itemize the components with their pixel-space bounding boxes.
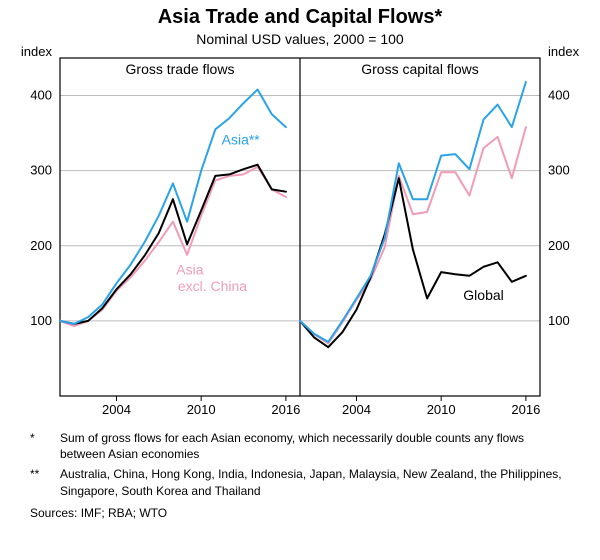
svg-text:100: 100 bbox=[548, 313, 570, 328]
svg-text:index: index bbox=[548, 44, 580, 59]
svg-text:400: 400 bbox=[548, 88, 570, 103]
chart-subtitle: Nominal USD values, 2000 = 100 bbox=[0, 31, 600, 47]
svg-text:index: index bbox=[21, 44, 53, 59]
svg-text:100: 100 bbox=[30, 313, 52, 328]
svg-text:Gross capital flows: Gross capital flows bbox=[361, 61, 478, 77]
svg-text:400: 400 bbox=[30, 88, 52, 103]
svg-text:Global: Global bbox=[463, 287, 503, 303]
svg-text:Asia: Asia bbox=[176, 261, 203, 277]
svg-text:2010: 2010 bbox=[187, 402, 216, 417]
svg-text:200: 200 bbox=[548, 238, 570, 253]
footnote-text: Sum of gross flows for each Asian econom… bbox=[60, 430, 570, 462]
svg-text:2004: 2004 bbox=[102, 402, 131, 417]
svg-text:2016: 2016 bbox=[511, 402, 540, 417]
chart-plot-area: 2004201020162004201020161001002002003003… bbox=[60, 58, 540, 418]
footnote-row: * Sum of gross flows for each Asian econ… bbox=[30, 430, 570, 462]
svg-text:300: 300 bbox=[30, 163, 52, 178]
svg-text:Asia**: Asia** bbox=[222, 131, 261, 147]
svg-text:Gross trade flows: Gross trade flows bbox=[126, 61, 235, 77]
footnote-text: Australia, China, Hong Kong, India, Indo… bbox=[60, 466, 570, 498]
svg-text:excl. China: excl. China bbox=[178, 278, 247, 294]
svg-text:200: 200 bbox=[30, 238, 52, 253]
footnote-mark: * bbox=[30, 430, 60, 462]
chart-container: Asia Trade and Capital Flows* Nominal US… bbox=[0, 0, 600, 560]
chart-title: Asia Trade and Capital Flows* bbox=[0, 0, 600, 29]
svg-text:300: 300 bbox=[548, 163, 570, 178]
footnote-row: ** Australia, China, Hong Kong, India, I… bbox=[30, 466, 570, 498]
svg-text:2016: 2016 bbox=[271, 402, 300, 417]
svg-text:2004: 2004 bbox=[342, 402, 371, 417]
sources-text: Sources: IMF; RBA; WTO bbox=[30, 505, 570, 521]
footnotes: * Sum of gross flows for each Asian econ… bbox=[30, 430, 570, 521]
svg-text:2010: 2010 bbox=[427, 402, 456, 417]
chart-svg: 2004201020162004201020161001002002003003… bbox=[60, 58, 540, 418]
footnote-mark: ** bbox=[30, 466, 60, 498]
